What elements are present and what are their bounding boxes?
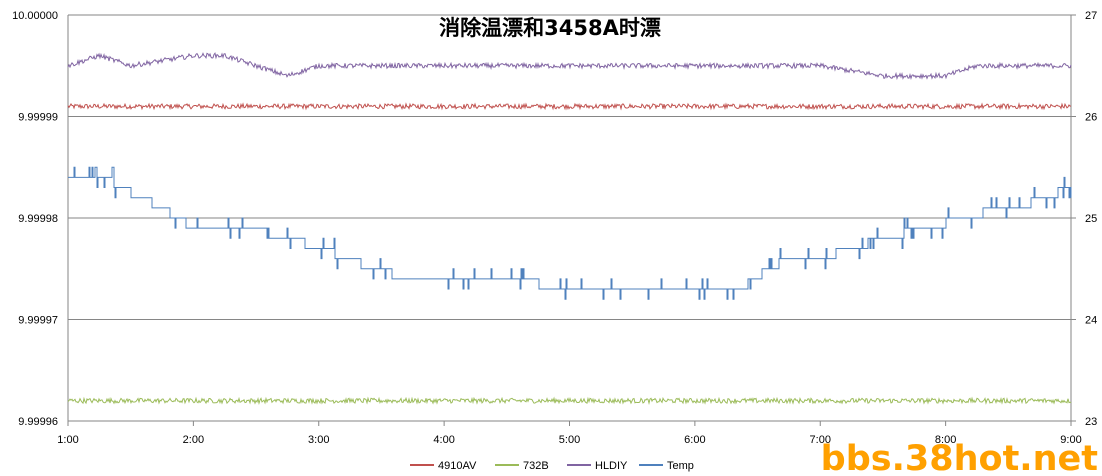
series-4910av-line [67,102,1072,111]
right-tick-label: 26 [1085,112,1097,124]
x-tick-label: 9:00 [1060,434,1081,446]
series-hldiy-line [67,52,1072,81]
x-tick-label: 7:00 [810,434,831,446]
series-732b-group [67,396,1072,406]
x-tick-label: 5:00 [559,434,580,446]
watermark: bbs.38hot.net [821,439,1098,476]
x-tick-label: 8:00 [935,434,956,446]
chart-title: 消除温漂和3458A时漂 [439,16,661,40]
legend-label: 4910AV [438,460,477,472]
series-4910av-group [67,102,1072,111]
right-tick-label: 27 [1085,10,1097,22]
left-tick-label: 9.99997 [18,315,58,327]
left-tick-label: 9.99998 [18,213,58,225]
x-tick-label: 6:00 [684,434,705,446]
x-tick-label: 1:00 [57,434,78,446]
right-tick-label: 25 [1085,213,1097,225]
left-tick-label: 9.99999 [18,112,58,124]
left-tick-label: 9.99996 [18,416,58,428]
series-temp-line [68,166,1072,300]
series-layer [67,52,1072,406]
legend: 4910AV 732B HLDIY Temp [410,460,694,472]
right-tick-labels: 27 26 25 24 23 [1085,10,1097,428]
x-tick-label: 3:00 [308,434,329,446]
series-hldiy-group [67,52,1072,81]
legend-label: Temp [667,460,694,472]
left-tick-label: 10.00000 [12,10,58,22]
x-tick-label: 4:00 [433,434,454,446]
legend-label: 732B [523,460,549,472]
series-temp-group [68,166,1072,300]
x-tick-labels: 1:00 2:00 3:00 4:00 5:00 6:00 7:00 8:00 9:00 [57,434,1081,446]
series-732b-line [67,396,1072,406]
right-tick-label: 24 [1085,315,1097,327]
x-tick-label: 2:00 [183,434,204,446]
axes [67,14,1076,426]
legend-label: HLDIY [595,460,628,472]
right-tick-label: 23 [1085,416,1097,428]
left-tick-labels: 10.00000 9.99999 9.99998 9.99997 9.99996 [12,10,58,428]
